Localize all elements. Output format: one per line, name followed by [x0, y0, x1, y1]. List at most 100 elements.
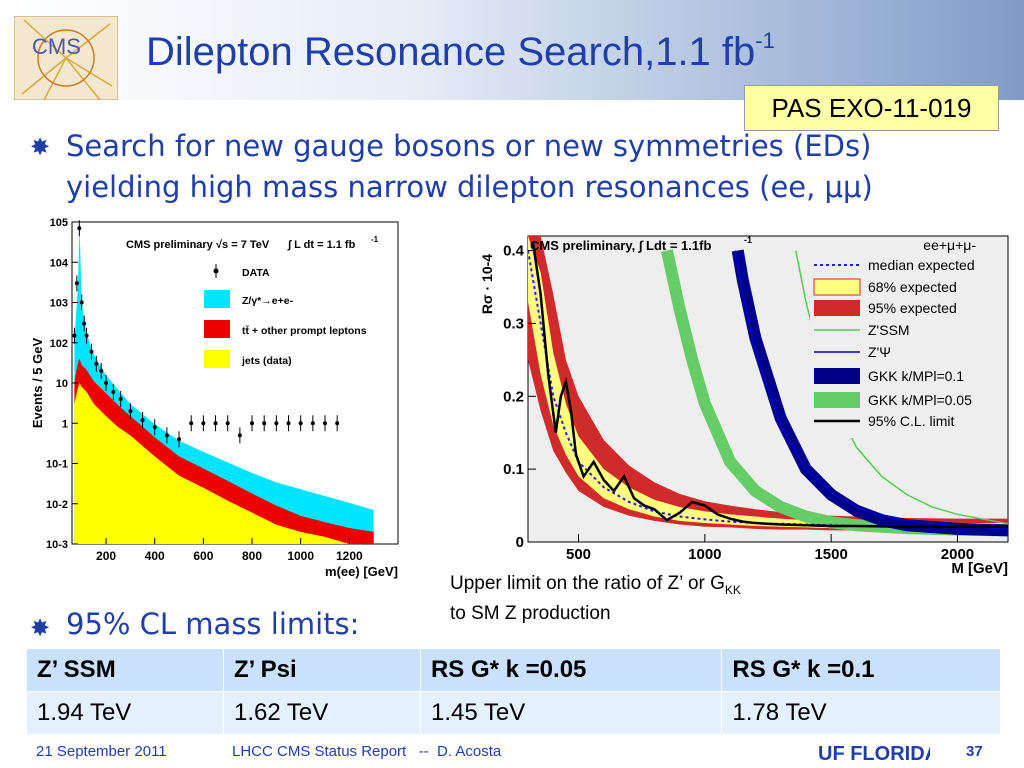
data-point [262, 421, 267, 426]
legend-swatch [814, 392, 860, 408]
legend-label: DATA [242, 267, 270, 279]
data-point [82, 321, 87, 326]
slide-header [0, 0, 1024, 100]
legend-label: median expected [868, 257, 975, 273]
y-tick-label: 104 [50, 257, 69, 269]
data-point [213, 421, 218, 426]
chart-title: CMS preliminary, ∫ Ldt = 1.1fb [530, 238, 711, 253]
table-cell: 1.78 TeV [721, 691, 1001, 735]
mass-spectrum-chart: 200 400 600 800 1000 1200 10-3 10-2 10-1 1 10 102 10… [30, 217, 399, 579]
y-tick-label: 103 [50, 298, 68, 310]
y-tick-label: 0.1 [503, 461, 524, 478]
logo-text: CMS [32, 34, 81, 59]
table-cell: 1.94 TeV [26, 691, 224, 735]
y-tick-label: 105 [50, 217, 68, 229]
table-header: RS G* k =0.05 [419, 648, 723, 692]
plot-area [528, 236, 1008, 537]
table-header-row: Z’ SSM Z’ Psi RS G* k =0.05 RS G* k =0.1 [26, 648, 1001, 692]
y-tick-label: 10 [56, 378, 68, 390]
table-header: Z’ SSM [26, 648, 224, 692]
energy-label: √s = 7 TeV [216, 239, 270, 251]
slide-footer: 21 September 2011 LHCC CMS Status Report… [0, 735, 1024, 768]
x-tick-label: 600 [193, 549, 213, 563]
lumi-label: ∫ L dt = 1.1 fb [287, 239, 356, 251]
x-tick-label: 1200 [336, 549, 363, 563]
x-tick-label: 800 [242, 549, 262, 563]
data-point [72, 333, 77, 338]
data-point [310, 421, 315, 426]
legend-label: Z/γ*→e+e- [242, 295, 294, 307]
data-point [225, 421, 230, 426]
legend-label: GKK k/MPl=0.05 [868, 392, 972, 408]
data-point [237, 433, 242, 438]
data-point [298, 421, 303, 426]
data-point [79, 300, 84, 305]
data-point [250, 421, 255, 426]
data-point [189, 421, 194, 426]
y-tick-label: 0.3 [503, 315, 524, 332]
data-point [164, 433, 169, 438]
jets-area [74, 383, 374, 544]
data-point [99, 368, 104, 373]
data-point [140, 418, 145, 423]
data-point [74, 281, 79, 286]
data-point [104, 381, 109, 385]
analysis-badge: PAS EXO-11-019 [744, 85, 999, 131]
footer-report: LHCC CMS Status Report -- D. Acosta [232, 743, 502, 760]
table-cell: 1.45 TeV [419, 691, 723, 735]
x-tick-label: 400 [145, 549, 165, 563]
chart-caption: Upper limit on the ratio of Z’ or GKK to … [450, 573, 741, 624]
mass-limits-table: Z’ SSM Z’ Psi RS G* k =0.05 RS G* k =0.1… [26, 648, 1001, 735]
data-point [201, 421, 206, 426]
y-axis-label: Rσ · 10-4 [479, 254, 495, 314]
legend-swatch [814, 300, 860, 316]
cms-logo: CMS [14, 16, 118, 100]
y-tick-label: 10-2 [46, 499, 68, 511]
footer-date: 21 September 2011 [36, 743, 167, 760]
legend-swatch [813, 278, 861, 296]
legend-label: 95% C.L. limit [868, 413, 954, 429]
legend-swatch [814, 368, 860, 384]
bullet-search: Search for new gauge bosons or new symme… [66, 129, 873, 204]
table-header: Z’ Psi [222, 648, 421, 692]
x-tick-label: 500 [566, 546, 591, 563]
observed-limit-curve [531, 243, 1008, 528]
chart-title-sup: -1 [744, 235, 752, 245]
data-point [84, 333, 89, 338]
bullet-star-icon: ✸ [30, 134, 51, 161]
x-tick-label: 2000 [941, 546, 974, 563]
data-point [128, 409, 133, 414]
legend-data-marker [213, 268, 219, 274]
limit-chart: 500 1000 1500 2000 0 0.1 0.2 0.3 0.4 M [GeV] Rσ · … [479, 235, 1009, 577]
legend-swatch [204, 290, 230, 308]
legend-swatch [204, 350, 230, 368]
legend-label: GKK k/MPl=0.1 [868, 368, 964, 384]
data-point [111, 389, 116, 394]
table-header: RS G* k =0.1 [721, 648, 1001, 692]
data-point [89, 349, 94, 354]
y-tick-label: 0.4 [503, 243, 525, 260]
y-tick-label: 102 [50, 338, 68, 350]
legend-label: jets (data) [241, 355, 292, 367]
y-tick-label: 10-3 [46, 539, 68, 551]
bullet-limits: 95% CL mass limits: [66, 607, 360, 641]
uf-logo: UF FLORIDA [818, 743, 930, 765]
zpsi-curve [734, 250, 1008, 530]
slide-title: Dilepton Resonance Search,1.1 fb-1 [146, 28, 775, 74]
channel-label: ee+μ+μ- [923, 237, 976, 253]
data-point [335, 421, 340, 426]
y-tick-label: 0.2 [503, 388, 524, 405]
data-point [118, 397, 123, 402]
table-row: 1.94 TeV 1.62 TeV 1.45 TeV 1.78 TeV [26, 691, 1001, 735]
page-number: 37 [966, 743, 983, 760]
x-tick-label: 1000 [688, 546, 721, 563]
x-tick-label: 1500 [814, 546, 847, 563]
legend-label: 95% expected [868, 300, 957, 316]
legend-label: tt̄ + other prompt leptons [242, 325, 367, 337]
data-point [77, 226, 82, 231]
x-tick-label: 1000 [287, 549, 314, 563]
y-axis-label: Events / 5 GeV [30, 338, 45, 429]
y-tick-label: 1 [62, 418, 68, 430]
uf-logo-text: UF FLORIDA [818, 743, 930, 765]
bullet-star-icon: ✸ [30, 615, 51, 642]
